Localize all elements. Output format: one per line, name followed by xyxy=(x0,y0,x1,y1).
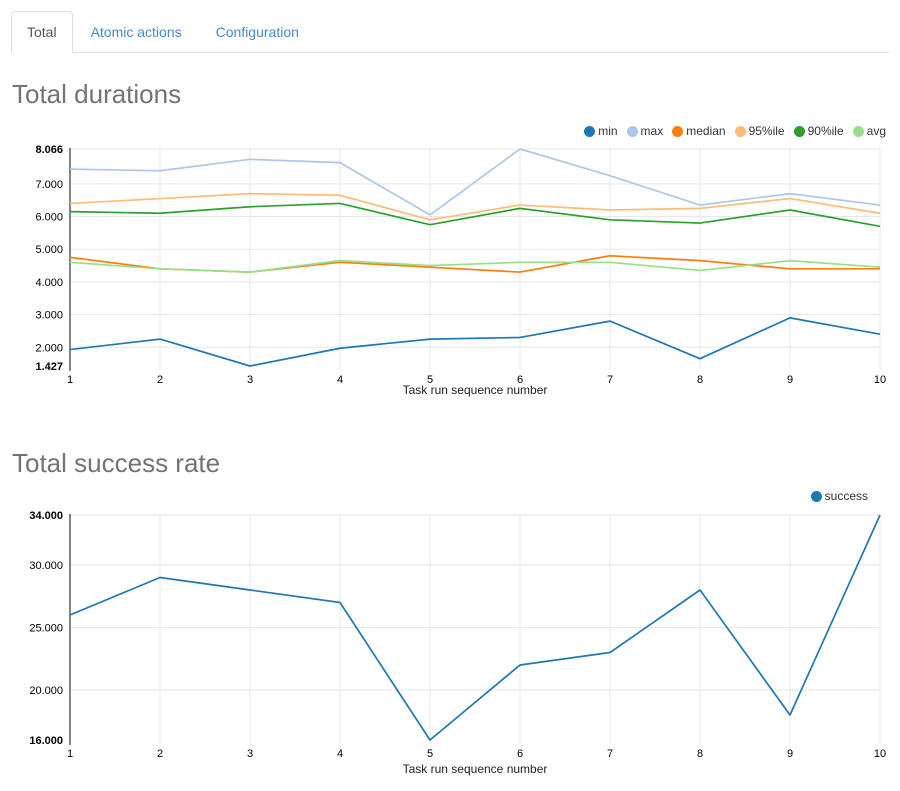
y-axis-tick-labels: 1.427 2.000 3.000 4.000 5.000 6.000 7.000 8.066 xyxy=(35,144,63,373)
svg-text:5: 5 xyxy=(427,374,433,386)
svg-text:6.000: 6.000 xyxy=(35,212,63,224)
legend-dot-icon xyxy=(810,490,822,502)
success-legend: success xyxy=(0,488,868,504)
gridlines xyxy=(69,514,881,744)
svg-text:5: 5 xyxy=(427,748,433,760)
legend-item-min[interactable]: min xyxy=(584,124,618,138)
svg-text:4: 4 xyxy=(337,748,343,760)
svg-text:1.427: 1.427 xyxy=(35,361,63,373)
legend-item-avg[interactable]: avg xyxy=(852,124,886,138)
total-durations-chart: Total durations min max median 95%ile 90%ile… xyxy=(0,79,900,400)
legend-dot-icon xyxy=(852,125,864,137)
legend-item-90%ile[interactable]: 90%ile xyxy=(793,124,844,138)
legend-item-max[interactable]: max xyxy=(626,124,664,138)
svg-text:30.000: 30.000 xyxy=(29,560,63,572)
legend-label: avg xyxy=(866,124,886,138)
svg-text:6: 6 xyxy=(517,374,523,386)
tab-total[interactable]: Total xyxy=(11,11,73,53)
series-line-90%ile xyxy=(69,202,881,228)
svg-text:8: 8 xyxy=(697,748,703,760)
svg-text:4.000: 4.000 xyxy=(35,277,63,289)
legend-item-95%ile[interactable]: 95%ile xyxy=(734,124,785,138)
series-line-avg xyxy=(69,259,881,273)
tab-total-link[interactable]: Total xyxy=(11,11,73,53)
tab-configuration[interactable]: Configuration xyxy=(200,11,315,53)
series-line-min xyxy=(69,317,881,367)
legend-dot-icon xyxy=(626,125,638,137)
svg-text:8.066: 8.066 xyxy=(35,144,63,156)
legend-label: 95%ile xyxy=(748,124,785,138)
svg-text:4: 4 xyxy=(337,374,343,386)
svg-text:20.000: 20.000 xyxy=(29,685,63,697)
durations-plot: 1.427 2.000 3.000 4.000 5.000 6.000 7.000 8.066… xyxy=(35,144,886,397)
legend-dot-icon xyxy=(793,125,805,137)
svg-text:7.000: 7.000 xyxy=(35,179,63,191)
series-line-95%ile xyxy=(69,192,881,221)
legend-dot-icon xyxy=(672,125,684,137)
tab-atomic-actions[interactable]: Atomic actions xyxy=(75,11,198,53)
svg-text:2: 2 xyxy=(157,748,163,760)
legend-item-median[interactable]: median xyxy=(672,124,726,138)
svg-text:3.000: 3.000 xyxy=(35,310,63,322)
series-line-success xyxy=(69,514,881,741)
svg-text:5.000: 5.000 xyxy=(35,244,63,256)
svg-text:16.000: 16.000 xyxy=(29,735,63,747)
tab-atomic-actions-link[interactable]: Atomic actions xyxy=(90,24,182,40)
legend-dot-icon xyxy=(734,125,746,137)
gridlines xyxy=(69,148,881,370)
x-axis-tick-labels: 1 2 3 4 5 6 7 8 9 10 xyxy=(67,748,886,760)
svg-text:1: 1 xyxy=(67,748,73,760)
chart-title-success-rate: Total success rate xyxy=(12,448,221,478)
svg-text:8: 8 xyxy=(697,374,703,386)
series-line-max xyxy=(69,148,881,216)
tab-bar: Total Atomic actions Configuration xyxy=(11,11,889,53)
y-axis-tick-labels: 16.000 20.000 25.000 30.000 34.000 xyxy=(29,510,63,747)
svg-text:25.000: 25.000 xyxy=(29,623,63,635)
svg-text:2: 2 xyxy=(157,374,163,386)
legend-label: median xyxy=(686,124,726,138)
legend-label: success xyxy=(824,489,868,503)
total-success-rate-chart: Total success rate success 16.000 20.000 2… xyxy=(0,448,900,779)
svg-text:9: 9 xyxy=(787,374,793,386)
legend-label: min xyxy=(598,124,618,138)
tab-configuration-link[interactable]: Configuration xyxy=(215,24,299,40)
chart-title-durations: Total durations xyxy=(12,79,182,109)
durations-legend: min max median 95%ile 90%ile avg xyxy=(0,123,886,139)
svg-text:7: 7 xyxy=(607,374,613,386)
x-axis-title: Task run sequence number xyxy=(403,383,548,397)
legend-label: max xyxy=(640,124,664,138)
svg-text:1: 1 xyxy=(67,374,73,386)
x-axis-title: Task run sequence number xyxy=(403,762,548,776)
svg-text:10: 10 xyxy=(874,748,886,760)
svg-text:10: 10 xyxy=(874,374,886,386)
svg-text:7: 7 xyxy=(607,748,613,760)
legend-label: 90%ile xyxy=(807,124,844,138)
legend-item-success[interactable]: success xyxy=(810,489,868,503)
svg-text:9: 9 xyxy=(787,748,793,760)
svg-text:3: 3 xyxy=(247,374,253,386)
svg-text:3: 3 xyxy=(247,748,253,760)
svg-text:6: 6 xyxy=(517,748,523,760)
svg-text:2.000: 2.000 xyxy=(35,342,63,354)
legend-dot-icon xyxy=(584,125,596,137)
svg-text:34.000: 34.000 xyxy=(29,510,63,522)
x-axis-tick-labels: 1 2 3 4 5 6 7 8 9 10 xyxy=(67,374,886,386)
